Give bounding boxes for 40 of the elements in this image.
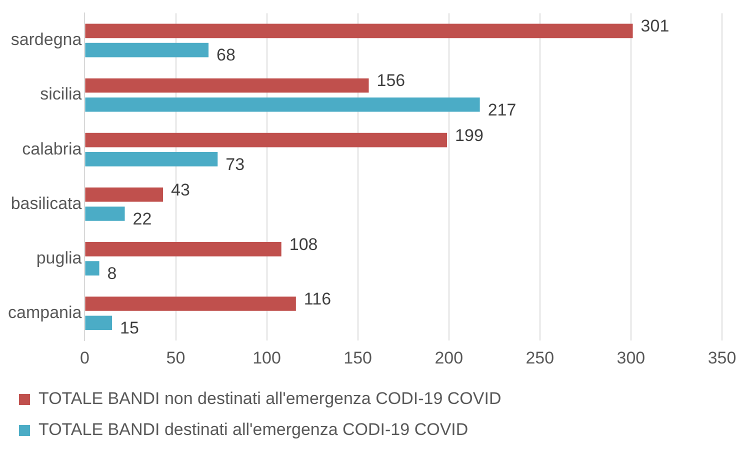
bar [85,261,100,276]
bar [85,78,369,93]
x-tick-label: 200 [434,348,464,368]
x-tick-label: 100 [252,348,281,368]
data-label: 108 [289,234,318,254]
bar [85,24,633,38]
y-tick-label: sicilia [40,84,82,104]
data-label: 73 [226,154,245,174]
data-label: 301 [640,16,670,36]
data-label: 217 [488,100,516,120]
data-label: 15 [120,318,139,338]
data-label: 43 [171,180,190,200]
legend-label: TOTALE BANDI non destinati all'emergenza CODI-19 COVID [38,389,502,408]
legend-label: TOTALE BANDI destinati all'emergenza CODI-19 COVID [38,420,468,440]
x-tick-label: 150 [344,348,372,368]
y-tick-label: calabria [22,139,82,158]
data-label: 22 [132,209,152,228]
data-label: 116 [304,289,332,308]
y-tick-label: puglia [36,248,82,268]
y-tick-label: basilicata [10,194,82,213]
data-label: 156 [376,71,406,90]
bar [85,152,218,166]
bar [85,242,282,256]
bar [85,206,125,221]
bar [85,316,112,330]
x-tick-label: 350 [708,348,736,368]
x-tick-label: 50 [166,348,186,368]
x-tick-label: 300 [616,348,646,368]
x-tick-label: 250 [526,348,554,368]
bar [85,132,448,148]
x-tick-label: 0 [80,348,90,368]
bar [85,187,164,202]
data-label: 199 [455,126,484,145]
bar [85,97,480,112]
data-label: 8 [107,264,117,283]
data-label: 68 [216,46,236,65]
y-tick-label: campania [8,303,82,322]
y-tick-label: sardegna [10,30,82,50]
bar [85,296,296,311]
bar [85,42,209,58]
